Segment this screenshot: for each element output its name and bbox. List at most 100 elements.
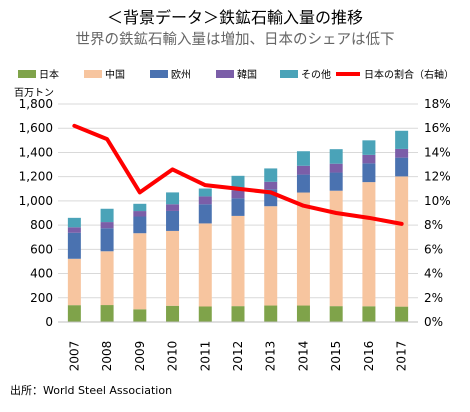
bar-segment-korea-2008: [100, 222, 114, 229]
x-tick-label: 2007: [67, 341, 81, 372]
y-axis-right-ticks: 0% 2% 4% 6% 8% 10% 12% 14% 16% 18%: [424, 97, 451, 329]
chart-subtitle: 世界の鉄鉱石輸入量は増加、日本のシェアは低下: [75, 32, 395, 48]
x-tick-label: 2016: [362, 341, 376, 372]
legend-label-korea: 韓国: [237, 70, 257, 81]
legend-item-japan-share: 日本の割合（右軸）: [336, 66, 454, 81]
legend: 日本 中国 欧州 韓国 その他 日本の割合（右軸）: [14, 66, 464, 82]
bar-segment-japan-2016: [362, 306, 376, 322]
bar-segment-other-2014: [296, 151, 310, 166]
y-tick-right-label: 4%: [424, 267, 443, 281]
bar-segment-europe-2007: [67, 232, 81, 259]
y-tick-right-label: 0%: [424, 315, 443, 329]
legend-item-china: 中国: [84, 66, 125, 81]
legend-swatch-china: [84, 69, 102, 78]
bar-segment-korea-2017: [395, 148, 409, 158]
bar-segment-china-2008: [100, 251, 114, 306]
bar-segment-europe-2008: [100, 228, 114, 252]
x-tick-label: 2009: [133, 341, 147, 372]
bar-segment-other-2007: [67, 217, 81, 228]
x-tick-label: 2010: [166, 341, 180, 372]
y-tick-left-label: 1,000: [19, 194, 53, 208]
y-tick-left-label: 1,400: [19, 145, 53, 159]
y-tick-right-label: 6%: [424, 242, 443, 256]
bar-segment-japan-2017: [395, 306, 409, 322]
y-axis-left-label: 百万トン: [14, 87, 54, 99]
x-tick-label: 2008: [100, 341, 114, 372]
legend-label-europe: 欧州: [171, 70, 191, 81]
bar-segment-china-2012: [231, 215, 245, 307]
bar-segment-japan-2013: [264, 305, 278, 322]
bar-segment-japan-2015: [329, 306, 343, 322]
y-tick-left-label: 400: [30, 267, 53, 281]
bar-segment-other-2016: [362, 140, 376, 155]
bar-segment-china-2010: [166, 230, 180, 306]
x-tick-label: 2013: [264, 341, 278, 372]
bar-segment-china-2015: [329, 190, 343, 307]
bar-segment-europe-2009: [133, 216, 147, 234]
y-tick-right-label: 18%: [424, 97, 451, 111]
bar-segment-china-2011: [198, 223, 212, 307]
bar-segment-china-2014: [296, 192, 310, 306]
x-axis-ticks: 2007 2008 2009 2010 2011 2012 2013 2014 2015 2016…: [67, 341, 408, 372]
legend-item-europe: 欧州: [150, 66, 191, 81]
bar-segment-korea-2016: [362, 154, 376, 164]
legend-item-japan: 日本: [18, 66, 59, 81]
bar-segment-other-2013: [264, 168, 278, 182]
bar-segment-europe-2015: [329, 172, 343, 191]
bar-segment-other-2011: [198, 188, 212, 197]
bar-segment-korea-2007: [67, 227, 81, 233]
bar-segment-other-2008: [100, 208, 114, 223]
legend-swatch-europe: [150, 69, 168, 78]
x-tick-label: 2014: [296, 341, 310, 372]
bar-segment-europe-2016: [362, 163, 376, 183]
bar-segment-europe-2014: [296, 174, 310, 193]
y-tick-left-label: 0: [45, 315, 53, 329]
y-tick-left-label: 1,800: [19, 97, 53, 111]
bar-segment-japan-2014: [296, 305, 310, 322]
y-axis-left-ticks: 0 200 400 600 800 1,000 1,200 1,400 1,600 1,800: [19, 97, 53, 329]
bar-segment-europe-2011: [198, 204, 212, 224]
bar-segment-europe-2010: [166, 210, 180, 231]
legend-swatch-other: [280, 69, 298, 78]
legend-label-japan: 日本: [39, 70, 59, 81]
bar-segment-other-2010: [166, 192, 180, 205]
y-tick-left-label: 600: [30, 242, 53, 256]
bar-segment-japan-2007: [67, 305, 81, 322]
bar-segment-korea-2013: [264, 181, 278, 190]
y-tick-left-label: 1,200: [19, 170, 53, 184]
bar-segment-china-2013: [264, 206, 278, 306]
bar-segment-china-2009: [133, 233, 147, 310]
y-tick-right-label: 16%: [424, 121, 451, 135]
chart-title: ＜背景データ＞鉄鉱石輸入量の推移: [106, 8, 363, 27]
x-tick-label: 2017: [395, 341, 409, 372]
bar-segment-china-2016: [362, 182, 376, 307]
x-tick-label: 2012: [231, 341, 245, 372]
bar-segment-korea-2010: [166, 204, 180, 211]
chart-plot: 百万トン 0 200 400 600 800 1,000 1,200 1,400 1,600 1,…: [14, 87, 451, 372]
source-note: 出所：World Steel Association: [10, 384, 173, 397]
x-tick-label: 2011: [198, 341, 212, 372]
bar-segment-korea-2014: [296, 165, 310, 175]
bars: [67, 130, 409, 322]
y-tick-right-label: 10%: [424, 194, 451, 208]
bar-segment-other-2017: [395, 130, 409, 149]
bar-segment-china-2007: [67, 258, 81, 306]
bar-segment-china-2017: [395, 176, 409, 307]
y-tick-right-label: 12%: [424, 170, 451, 184]
japan-share-line: [72, 123, 404, 226]
bar-segment-other-2015: [329, 149, 343, 164]
legend-item-other: その他: [280, 66, 331, 81]
y-tick-left-label: 800: [30, 218, 53, 232]
bar-segment-korea-2012: [231, 190, 245, 199]
legend-swatch-korea: [216, 69, 234, 78]
y-tick-left-label: 1,600: [19, 121, 53, 135]
bar-segment-korea-2011: [198, 196, 212, 205]
bar-segment-korea-2015: [329, 163, 343, 173]
legend-label-china: 中国: [105, 70, 125, 81]
legend-line-swatch: [336, 71, 360, 76]
bar-segment-europe-2012: [231, 198, 245, 216]
bar-segment-japan-2008: [100, 305, 114, 322]
bar-segment-japan-2009: [133, 309, 147, 322]
bar-segment-europe-2017: [395, 157, 409, 177]
